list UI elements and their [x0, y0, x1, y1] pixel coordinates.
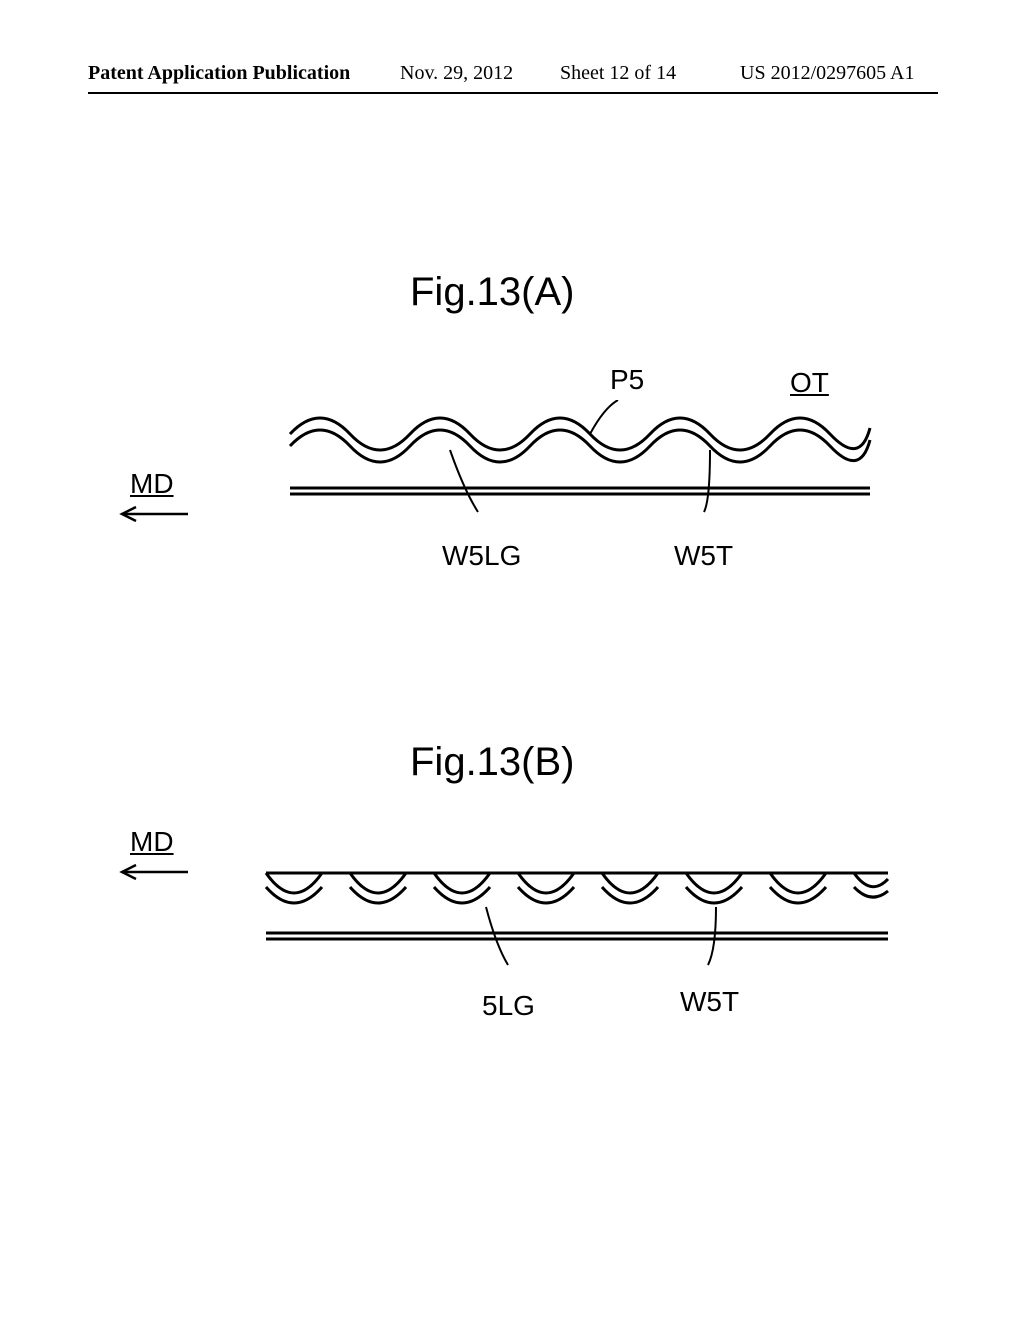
- fig-a-diagram: [280, 400, 880, 540]
- fig-a-lead-w5lg: [450, 450, 478, 512]
- fig-b-arc-bottom: [266, 887, 888, 903]
- page: Patent Application Publication Nov. 29, …: [0, 0, 1024, 1320]
- header-pubnum: US 2012/0297605 A1: [740, 62, 914, 85]
- header-date: Nov. 29, 2012: [400, 62, 513, 85]
- fig-b-md-label: MD: [130, 826, 174, 858]
- fig-a-lead-p5: [590, 400, 618, 434]
- fig-a-md-arrow: [118, 504, 190, 524]
- fig-b-lead-w5t: [708, 907, 716, 965]
- header-sheet: Sheet 12 of 14: [560, 62, 676, 85]
- fig-b-md-arrow: [118, 862, 190, 882]
- fig-a-wave-bottom: [290, 430, 870, 462]
- fig-b-arc-top: [266, 873, 888, 893]
- fig-b-diagram: [256, 855, 896, 995]
- fig-a-p5-label: P5: [610, 364, 644, 396]
- fig-a-ot-label: OT: [790, 367, 829, 399]
- fig-a-title: Fig.13(A): [410, 270, 575, 315]
- header-left: Patent Application Publication: [88, 62, 350, 85]
- fig-a-w5t-label: W5T: [674, 540, 733, 572]
- fig-a-lead-w5t: [704, 450, 710, 512]
- fig-b-title: Fig.13(B): [410, 740, 575, 785]
- fig-a-w5lg-label: W5LG: [442, 540, 521, 572]
- fig-a-md-label: MD: [130, 468, 174, 500]
- fig-b-lead-5lg: [486, 907, 508, 965]
- header-rule: [88, 92, 938, 94]
